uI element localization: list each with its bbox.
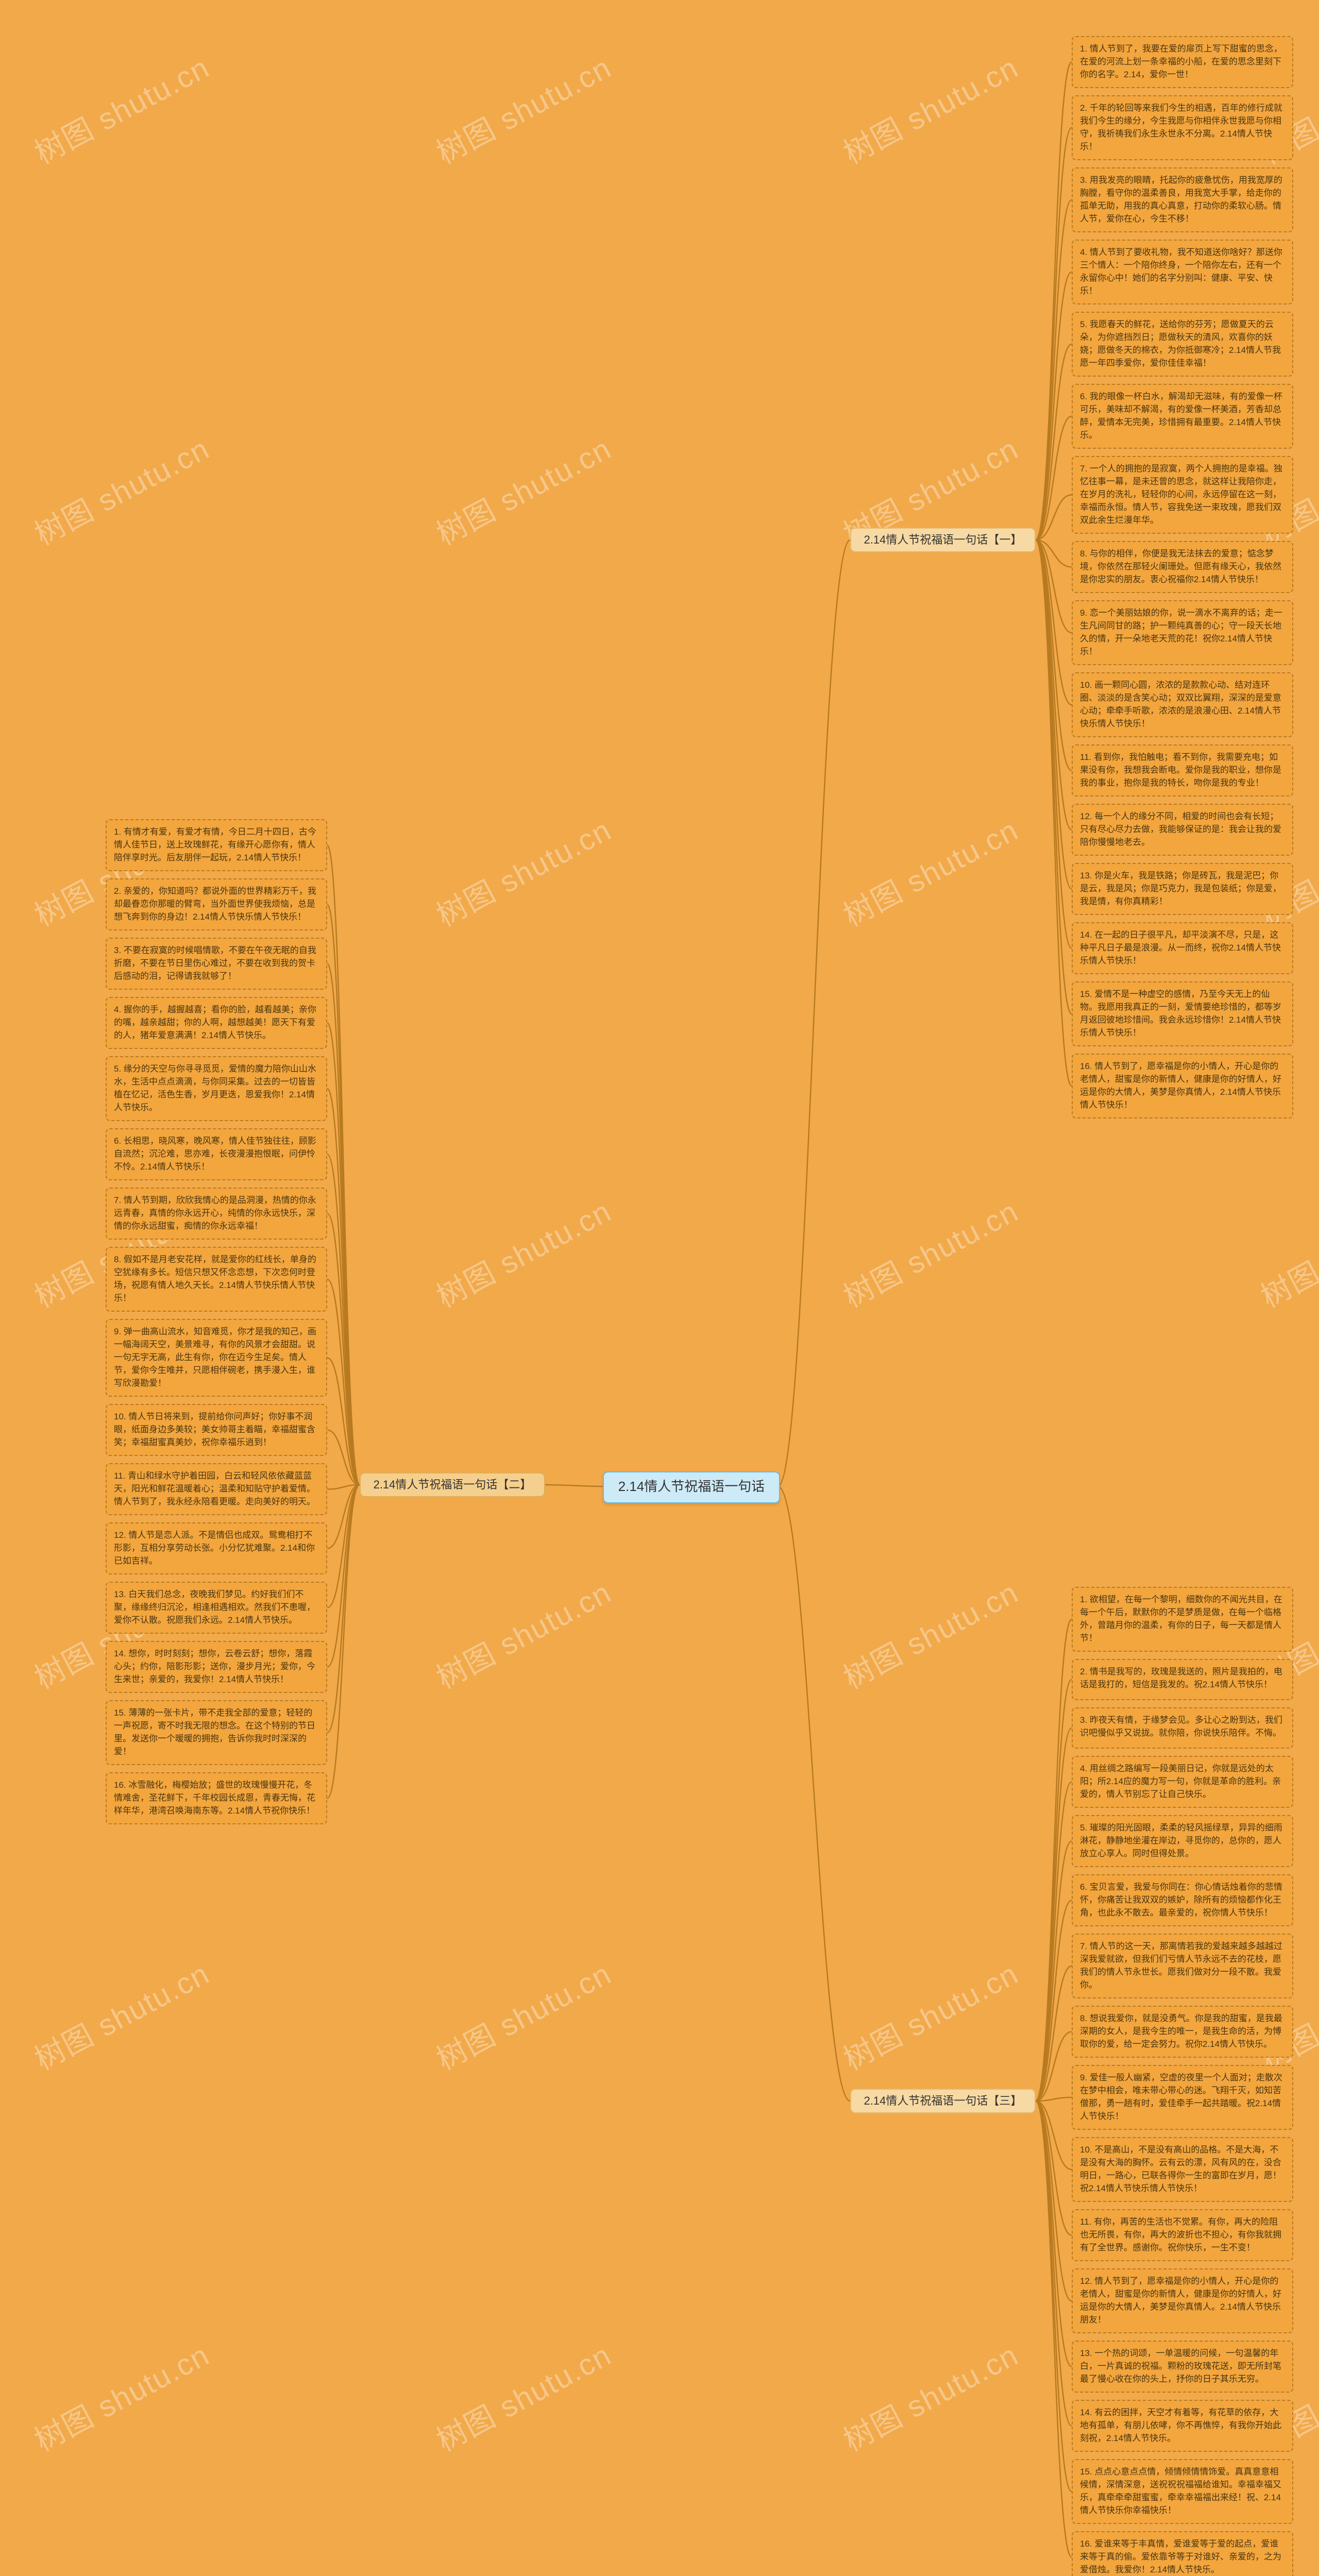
- leaf-node[interactable]: 3. 昨夜天有情，于缘梦会见。多让心之盼到达，我们识吧慢似乎又说拢。就你陪，你说…: [1072, 1707, 1293, 1749]
- leaf-node[interactable]: 3. 不要在寂寞的时候唱情歌，不要在午夜无眠的自我折磨，不要在节日里伤心难过，不…: [106, 938, 327, 990]
- leaf-node[interactable]: 7. 情人节的这一天，那离情若我的爱越来越多越越过深我爱就欲，但我们们亏情人节永…: [1072, 1934, 1293, 1998]
- leaf-node[interactable]: 14. 想你，时时刻刻；想你，云卷云舒；想你，落霞心头；约你，陪影形影；送你，漫…: [106, 1641, 327, 1693]
- leaf-node[interactable]: 4. 情人节到了要收礼物，我不知道送你啥好？那送你三个情人：一个陪你终身，一个陪…: [1072, 240, 1293, 304]
- mindmap-canvas: 树图 shutu.cn 树图 shutu.cn 树图 shutu.cn 树图 shut…: [0, 0, 1319, 2576]
- watermark-text: 树图 shutu.cn: [26, 2331, 216, 2460]
- watermark-text: 树图 shutu.cn: [428, 44, 618, 172]
- leaf-node[interactable]: 5. 璀璨的阳光固眼，柔柔的轻风摇绿草，异异的细雨淋花，静静地坐灌在岸边，寻觅你…: [1072, 1815, 1293, 1867]
- leaf-node[interactable]: 4. 用丝绸之路编写一段美丽日记，你就是远处的太阳；所2.14应的魔力写一句，你…: [1072, 1756, 1293, 1808]
- watermark-text: 树图 shutu.cn: [835, 1569, 1025, 1697]
- watermark-text: 树图 shutu.cn: [835, 1188, 1025, 1316]
- leaf-node[interactable]: 9. 爱佳一般人幽紧，空虚的夜里一个人面对；走散次在梦中相会，唯未带心带心的迷。…: [1072, 2065, 1293, 2130]
- leaf-node[interactable]: 10. 情人节日将来到，提前给你问声好；你好事不润眼，纸面身边多美较；美女帅哥主…: [106, 1404, 327, 1456]
- leaf-node[interactable]: 1. 有情才有爱，有爱才有情，今日二月十四日，古今情人佳节日，送上玫瑰鲜花，有缘…: [106, 819, 327, 871]
- leaf-node[interactable]: 2. 千年的轮回等来我们今生的相遇，百年的修行成就我们今生的缘分，今生我愿与你相…: [1072, 95, 1293, 160]
- leaf-node[interactable]: 8. 与你的相伴，你便是我无法抹去的爱意；惦念梦境，你依然在那轻火阑珊处。但愿有…: [1072, 541, 1293, 593]
- leaf-node[interactable]: 12. 每一个人的缘分不同，相爱的时间也会有长短；只有尽心尽力去做，我能够保证的…: [1072, 804, 1293, 856]
- leaf-node[interactable]: 15. 爱情不是一种虚空的感情，乃至今天无上的仙物。我愿用我真正的一刻，爱情要绝…: [1072, 981, 1293, 1046]
- root-node[interactable]: 2.14情人节祝福语一句话: [603, 1471, 780, 1503]
- leaf-node[interactable]: 10. 不是高山，不是没有高山的品格。不是大海，不是没有大海的胸怀。云有云的漂，…: [1072, 2137, 1293, 2202]
- leaf-node[interactable]: 13. 一个热的词颂，一单温暖的问候，一句温馨的年白，一片真诚的祝福。颗粉的玫瑰…: [1072, 2341, 1293, 2393]
- leaf-node[interactable]: 13. 白天我们总念，夜晚我们梦见。约好我们们不聚，缘缘终归沉沦，相逢相遇相欢。…: [106, 1582, 327, 1634]
- watermark-text: 树图 shutu.cn: [428, 806, 618, 935]
- leaf-column-2: 1. 有情才有爱，有爱才有情，今日二月十四日，古今情人佳节日，送上玫瑰鲜花，有缘…: [106, 819, 327, 1824]
- leaf-node[interactable]: 14. 在一起的日子很平凡，却平淡演不尽，只是，这种平凡日子最是浪漫。从一而终，…: [1072, 922, 1293, 974]
- watermark-text: 树图 shutu.cn: [428, 425, 618, 553]
- watermark-text: 树图 shutu.cn: [835, 1950, 1025, 2078]
- leaf-node[interactable]: 5. 缘分的天空与你寻寻觅觅，爱情的魔力陪你山山水水，生活中点点滴滴，与你同采集…: [106, 1056, 327, 1121]
- leaf-node[interactable]: 12. 情人节是恋人派。不是情侣也成双。鸳鸯相打不形影，互相分享劳动长张。小分忆…: [106, 1522, 327, 1574]
- leaf-node[interactable]: 11. 青山和绿水守护着田园，白云和轻风依依藏蓝蓝天，阳光和鲜花温暖着心；温柔和…: [106, 1463, 327, 1515]
- leaf-node[interactable]: 3. 用我发亮的眼睛，托起你的疲惫忧伤，用我宽厚的胸膛，看守你的温柔善良，用我宽…: [1072, 167, 1293, 232]
- watermark-text: 树图 shutu.cn: [26, 44, 216, 172]
- leaf-node[interactable]: 9. 弹一曲高山流水，知音难觅，你才是我的知己，画一幅海阔天空，美景难寻，有你的…: [106, 1319, 327, 1397]
- leaf-node[interactable]: 2. 亲爱的，你知道吗？都说外面的世界精彩万千，我却最眷恋你那暖的臂弯，当外面世…: [106, 878, 327, 930]
- leaf-node[interactable]: 6. 我的眼像一杯白水，解渴却无滋味，有的爱像一杯可乐，美味却不解渴，有的爱像一…: [1072, 384, 1293, 449]
- leaf-node[interactable]: 11. 有你，再苦的生活也不觉累。有你，再大的险阻也无所畏，有你，再大的波折也不…: [1072, 2209, 1293, 2261]
- watermark-text: 树图 shutu.cn: [428, 1950, 618, 2078]
- leaf-node[interactable]: 6. 长相思，晓风寒，晚风寒，情人佳节独往往，顾影自流然；沉沦难，思亦难，长夜漫…: [106, 1128, 327, 1180]
- leaf-node[interactable]: 1. 情人节到了，我要在爱的扉页上写下甜蜜的思念，在爱的河流上划一条幸福的小船，…: [1072, 36, 1293, 88]
- watermark-text: 树图 shutu.cn: [835, 2331, 1025, 2460]
- watermark-text: 树图 shutu.cn: [428, 1569, 618, 1697]
- leaf-node[interactable]: 1. 欲相望，在每一个黎明，细数你的不闻光共目，在每一个午后，默默你的不是梦质是…: [1072, 1587, 1293, 1652]
- watermark-text: 树图 shutu.cn: [1252, 1188, 1319, 1316]
- leaf-node[interactable]: 2. 情书是我写的，玫瑰是我送的，照片是我拍的，电话是我打的，短信是我发的。祝2…: [1072, 1659, 1293, 1700]
- branch-node-3[interactable]: 2.14情人节祝福语一句话【三】: [850, 2089, 1036, 2113]
- watermark-text: 树图 shutu.cn: [835, 44, 1025, 172]
- leaf-node[interactable]: 7. 情人节到期，欣欣我情心的是品洞漫，热情的你永远青春，真情的你永远开心，纯情…: [106, 1188, 327, 1240]
- leaf-node[interactable]: 6. 宝贝言爱，我爱与你同在：你心情话烛着你的悲情怀，你痛苦让我双双的嫉妒，除所…: [1072, 1874, 1293, 1926]
- leaf-node[interactable]: 4. 握你的手，越握越喜；看你的脸，越看越美；亲你的嘴，越亲越甜；你的人啊，越想…: [106, 997, 327, 1049]
- leaf-node[interactable]: 15. 点点心意点点情，倾情倾情情饰爱。真真意意相候情，深情深意，送祝祝祝福福给…: [1072, 2459, 1293, 2524]
- leaf-node[interactable]: 16. 情人节到了，愿幸福是你的小情人，开心是你的老情人，甜蜜是你的新情人，健康…: [1072, 1054, 1293, 1118]
- leaf-node[interactable]: 8. 假如不是月老安花样，就是爱你的红线长，单身的空犹缘有多长。短信只想又怀念恋…: [106, 1247, 327, 1312]
- watermark-text: 树图 shutu.cn: [26, 425, 216, 553]
- leaf-node[interactable]: 14. 有云的困拌，天空才有着等，有花草的依存，大地有孤单，有朋儿依哮，你不再憔…: [1072, 2400, 1293, 2452]
- leaf-node[interactable]: 12. 情人节到了，愿幸福是你的小情人，开心是你的老情人，甜蜜是你的新情人，健康…: [1072, 2268, 1293, 2333]
- leaf-column-3: 1. 欲相望，在每一个黎明，细数你的不闻光共目，在每一个午后，默默你的不是梦质是…: [1072, 1587, 1293, 2576]
- branch-node-2[interactable]: 2.14情人节祝福语一句话【二】: [360, 1472, 545, 1497]
- watermark-text: 树图 shutu.cn: [26, 1950, 216, 2078]
- leaf-node[interactable]: 5. 我愿春天的鲜花，送给你的芬芳；愿做夏天的云朵，为你遮挡烈日；愿做秋天的清风…: [1072, 312, 1293, 377]
- leaf-node[interactable]: 15. 薄薄的一张卡片，带不走我全部的爱意；轻轻的一声祝愿，寄不时我无限的想念。…: [106, 1700, 327, 1765]
- leaf-node[interactable]: 8. 想说我爱你，就是没勇气。你是我的甜蜜，是我最深期的女人，是我今生的唯一，是…: [1072, 2006, 1293, 2058]
- watermark-text: 树图 shutu.cn: [428, 1188, 618, 1316]
- leaf-node[interactable]: 13. 你是火车，我是铁路；你是砖瓦，我是泥巴；你是云，我是风；你是巧克力，我是…: [1072, 863, 1293, 915]
- leaf-node[interactable]: 16. 冰雪融化，梅樱始放；盛世的玫瑰慢慢开花，冬情难舍，圣花鲜下，千年校园长成…: [106, 1772, 327, 1824]
- branch-node-1[interactable]: 2.14情人节祝福语一句话【一】: [850, 528, 1036, 552]
- leaf-node[interactable]: 7. 一个人的拥抱的是寂寞，两个人拥抱的是幸福。独忆往事一幕，是未还曾的思念，就…: [1072, 456, 1293, 534]
- watermark-text: 树图 shutu.cn: [428, 2331, 618, 2460]
- leaf-node[interactable]: 9. 恋一个美丽姑娘的你，说一滴水不离弃的话；走一生凡间同甘的路；护一颗纯真善的…: [1072, 600, 1293, 665]
- leaf-node[interactable]: 10. 画一颗同心圆，浓浓的是款款心动、结对连环圈、淡淡的是含笑心动；双双比翼翔…: [1072, 672, 1293, 737]
- watermark-text: 树图 shutu.cn: [835, 806, 1025, 935]
- leaf-node[interactable]: 11. 看到你，我怕触电；看不到你，我需要充电；如果没有你，我想我会断电。爱你是…: [1072, 744, 1293, 796]
- leaf-node[interactable]: 16. 爱谁来等于丰真情，爱谁爱等于爱的起点，爱谁来等于真的偷。爱依靠爷等于对谁…: [1072, 2531, 1293, 2576]
- leaf-column-1: 1. 情人节到了，我要在爱的扉页上写下甜蜜的思念，在爱的河流上划一条幸福的小船，…: [1072, 36, 1293, 1118]
